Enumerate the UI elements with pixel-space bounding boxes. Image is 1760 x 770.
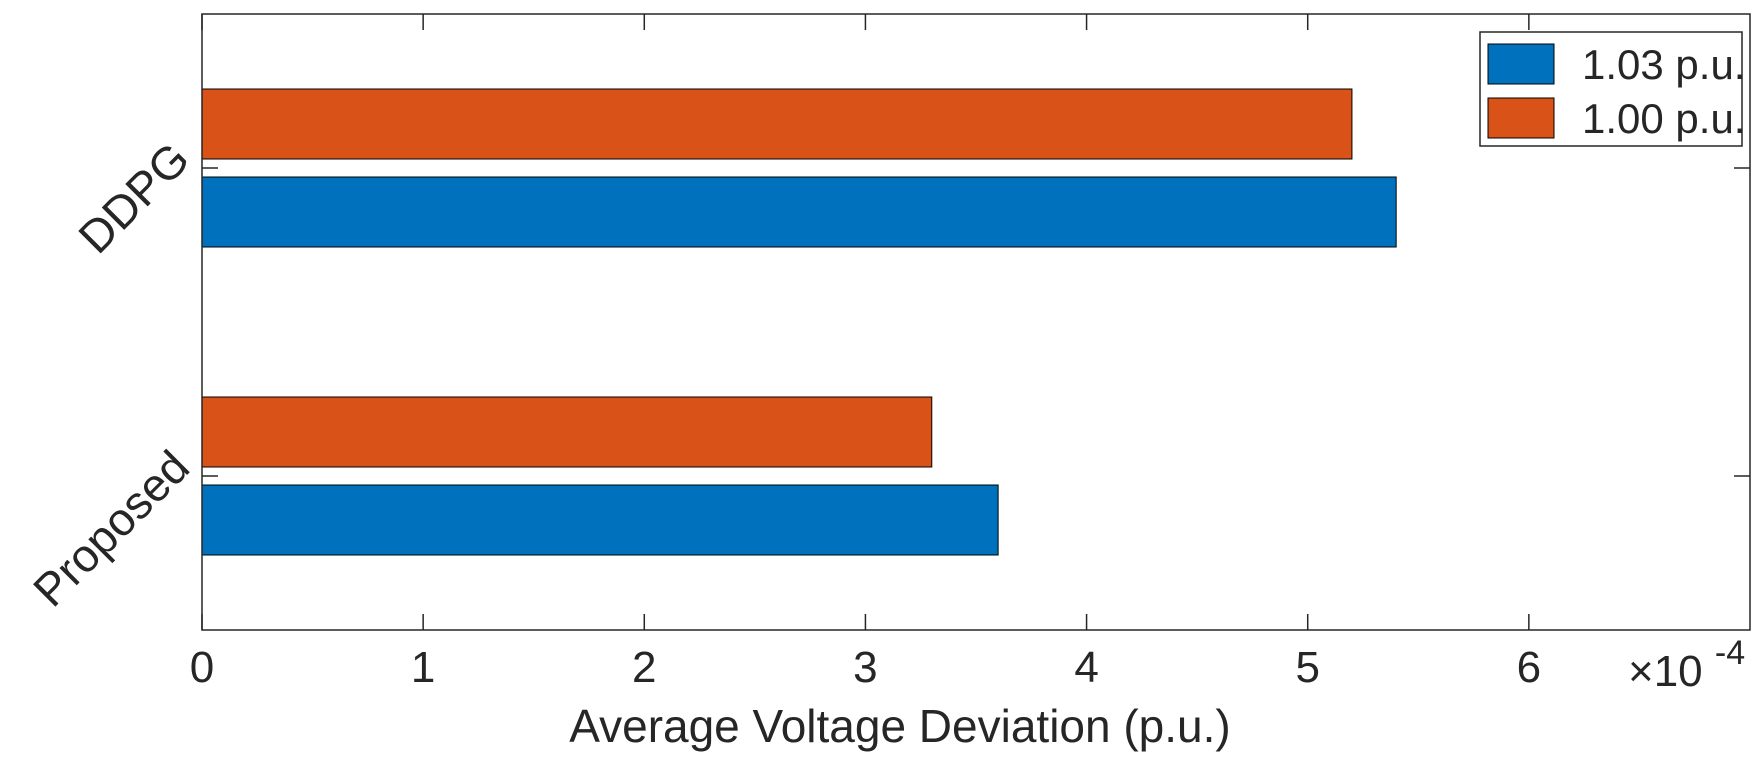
legend-label: 1.00 p.u. <box>1582 95 1745 142</box>
legend: 1.03 p.u. 1.00 p.u. <box>1479 31 1745 147</box>
x-tick-label: 6 <box>1517 643 1541 692</box>
x-tick-label: 3 <box>853 643 877 692</box>
bars-group <box>201 88 1397 556</box>
bar-orange-1 <box>201 396 933 468</box>
x-axis-multiplier-base: ×10 <box>1628 647 1703 696</box>
x-tick-label: 0 <box>190 643 214 692</box>
category-label: Proposed <box>23 440 199 616</box>
legend-label: 1.03 p.u. <box>1582 41 1745 88</box>
legend-swatch <box>1487 43 1555 85</box>
bar-orange-0 <box>201 88 1353 160</box>
x-ticks-group: 0 1 2 3 4 5 6 <box>190 14 1541 692</box>
x-axis-label: Average Voltage Deviation (p.u.) <box>569 700 1230 752</box>
axes-box <box>201 13 1751 631</box>
category-label: DDPG <box>68 132 199 263</box>
x-axis-multiplier-exponent: -4 <box>1715 634 1745 672</box>
bar-blue-0 <box>201 176 1397 248</box>
x-tick-label: 4 <box>1074 643 1098 692</box>
legend-swatch <box>1487 97 1555 139</box>
x-axis-multiplier: ×10 -4 <box>1628 634 1745 696</box>
x-tick-label: 1 <box>411 643 435 692</box>
bar-blue-1 <box>201 484 999 556</box>
x-tick-label: 2 <box>632 643 656 692</box>
x-tick-label: 5 <box>1295 643 1319 692</box>
